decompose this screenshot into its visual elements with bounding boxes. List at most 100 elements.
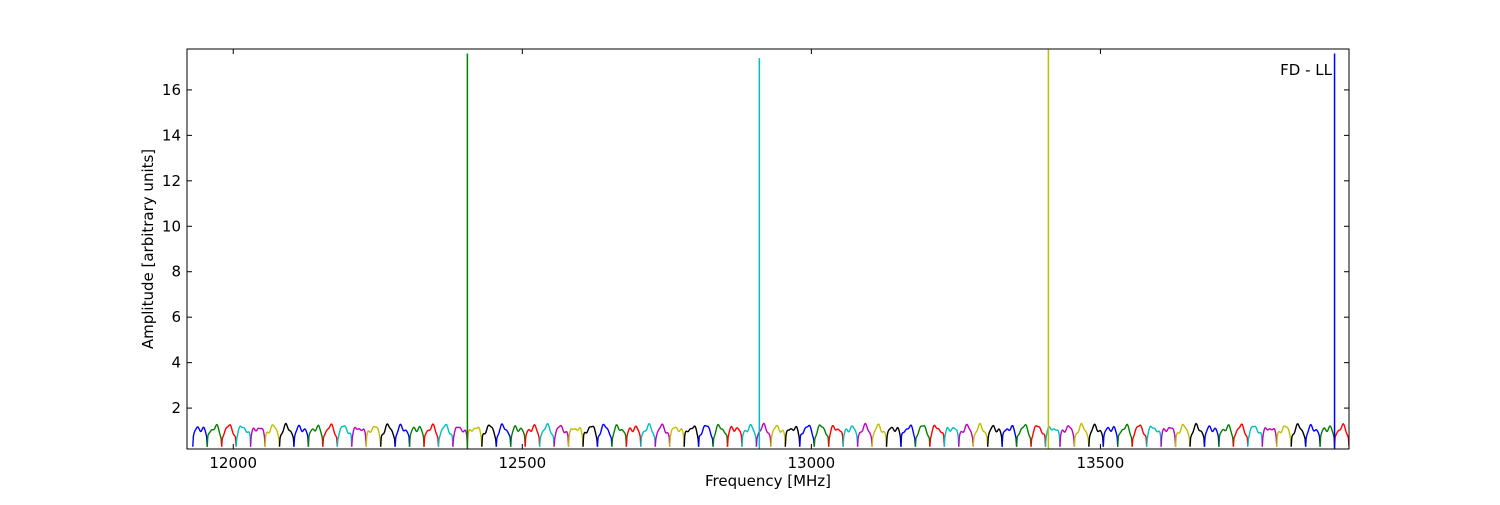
x-tick-label: 13000 <box>787 454 835 472</box>
channel-band <box>770 424 787 447</box>
channel-band <box>1333 423 1349 447</box>
y-tick-label: 16 <box>162 81 181 99</box>
y-tick-label: 2 <box>171 399 181 417</box>
channel-band <box>1131 424 1148 447</box>
channel-band <box>336 425 353 447</box>
channel-band <box>943 426 960 447</box>
plot-area <box>187 49 1349 449</box>
channel-band <box>958 423 974 447</box>
channel-band <box>596 423 613 447</box>
channel-band <box>1015 423 1032 447</box>
channel-band <box>206 423 223 447</box>
channel-band <box>510 424 526 447</box>
channel-band <box>481 424 497 447</box>
channel-band <box>582 425 599 447</box>
channel-band <box>538 422 555 447</box>
chart-annotation: FD - LL <box>1280 61 1332 79</box>
spike-layer <box>466 49 1336 449</box>
channel-band <box>856 422 873 447</box>
channel-band <box>784 425 801 447</box>
channel-band <box>322 423 339 447</box>
channel-band <box>524 424 541 447</box>
channel-band <box>741 423 758 447</box>
channel-band <box>394 423 411 447</box>
channel-band <box>871 423 888 447</box>
y-axis-label: Amplitude [arbitrary units] <box>139 149 157 349</box>
channel-band <box>1059 425 1076 447</box>
channel-band <box>1102 425 1119 447</box>
channel-band <box>1232 423 1249 447</box>
channel-band <box>697 424 714 447</box>
x-axis-label: Frequency [MHz] <box>705 472 831 490</box>
channel-band <box>423 423 440 447</box>
channel-band <box>278 422 295 447</box>
channel-band <box>842 425 859 447</box>
channel-band <box>1073 422 1090 447</box>
channel-band <box>452 426 469 447</box>
channel-band <box>654 423 671 447</box>
channel-band <box>986 424 1003 447</box>
channel-band <box>900 424 917 447</box>
channel-band <box>1174 423 1191 447</box>
channel-band <box>249 427 266 447</box>
channel-band <box>553 424 570 447</box>
channel-band <box>379 423 396 447</box>
channel-band <box>437 423 454 447</box>
channel-band <box>1117 423 1133 447</box>
channel-band <box>726 425 743 447</box>
y-tick-label: 8 <box>171 263 181 281</box>
channel-band <box>408 425 425 447</box>
channel-band <box>1218 424 1235 447</box>
channel-band <box>1261 427 1278 447</box>
y-tick-label: 10 <box>162 217 181 235</box>
channel-band <box>683 425 700 447</box>
channel-band <box>625 425 642 447</box>
channel-band <box>365 425 382 447</box>
channel-band <box>192 426 208 447</box>
channel-band <box>669 426 685 447</box>
channel-band <box>828 424 844 447</box>
series-layer <box>192 422 1349 447</box>
channel-band <box>1247 425 1263 447</box>
y-tick-label: 6 <box>171 308 181 326</box>
y-axis-ticks: 2 4 6 8 10 12 14 16 <box>162 81 1349 417</box>
channel-band <box>611 424 628 447</box>
x-tick-label: 12500 <box>498 454 546 472</box>
channel-band <box>1304 423 1321 447</box>
channel-band <box>1290 423 1307 447</box>
y-tick-label: 12 <box>162 172 181 190</box>
channel-band <box>813 424 830 447</box>
channel-band <box>972 422 989 447</box>
channel-band <box>1001 424 1018 447</box>
channel-band <box>799 424 815 447</box>
channel-band <box>712 423 729 447</box>
y-tick-label: 4 <box>171 354 181 372</box>
y-tick-label: 14 <box>162 126 181 144</box>
plot-frame <box>186 48 1350 450</box>
channel-band <box>1160 426 1177 447</box>
channel-band <box>1088 423 1104 447</box>
x-tick-label: 12000 <box>209 454 257 472</box>
channel-band <box>1276 425 1292 447</box>
channel-band <box>1030 424 1047 447</box>
channel-band <box>885 426 902 447</box>
x-tick-label: 13500 <box>1077 454 1125 472</box>
channel-band <box>1189 422 1206 447</box>
channel-band <box>220 424 237 447</box>
channel-band <box>640 422 656 447</box>
channel-band <box>293 424 310 447</box>
x-axis-ticks: 12000 12500 13000 13500 <box>209 49 1124 472</box>
channel-band <box>929 424 946 447</box>
channel-band <box>235 425 252 447</box>
channel-band <box>914 424 931 447</box>
channel-band <box>1145 425 1162 447</box>
channel-band <box>307 424 324 447</box>
channel-band <box>466 426 483 447</box>
channel-band <box>1203 425 1220 447</box>
channel-band <box>567 427 584 447</box>
channel-band <box>1319 425 1336 447</box>
channel-band <box>495 423 512 447</box>
channel-band <box>351 426 367 447</box>
